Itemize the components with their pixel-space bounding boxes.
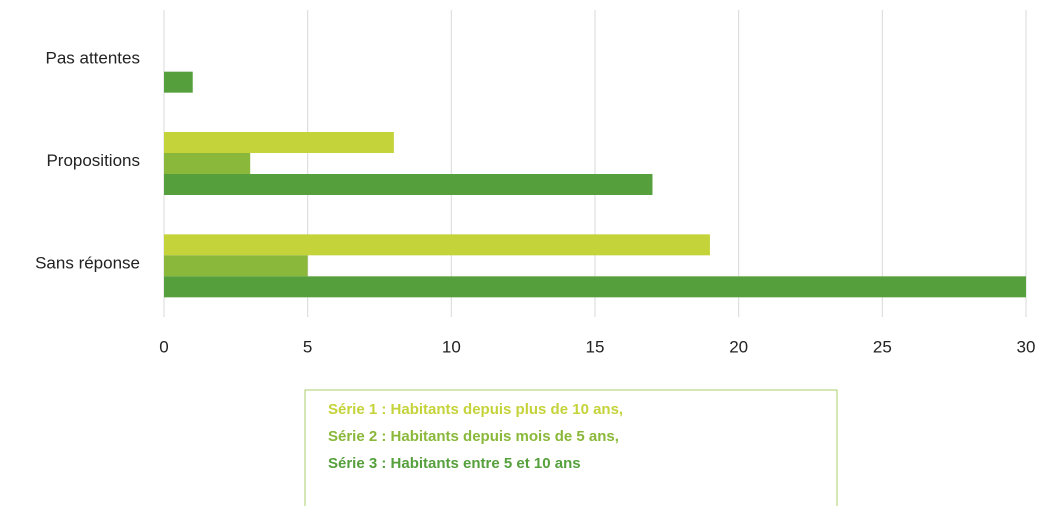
y-tick-label: Sans réponse [35,253,140,272]
bar [164,153,251,174]
y-tick-label: Propositions [46,151,140,170]
bar [164,71,193,93]
legend-entry: Série 1 : Habitants depuis plus de 10 an… [328,401,623,418]
x-tick-label: 15 [586,337,605,356]
bar [164,132,394,153]
x-tick-label: 30 [1017,337,1036,356]
x-tick-label: 0 [159,337,168,356]
x-tick-label: 5 [303,337,312,356]
bar [164,255,308,277]
y-tick-label: Pas attentes [45,49,140,68]
x-tick-label: 10 [442,337,461,356]
bar [164,276,1026,298]
legend-entry: Série 3 : Habitants entre 5 et 10 ans [328,455,581,472]
legend-box [304,389,838,506]
x-tick-label: 25 [873,337,892,356]
x-tick-label: 20 [729,337,748,356]
legend-entry: Série 2 : Habitants depuis mois de 5 ans… [328,428,619,445]
bar [164,234,710,256]
bar [164,174,653,195]
